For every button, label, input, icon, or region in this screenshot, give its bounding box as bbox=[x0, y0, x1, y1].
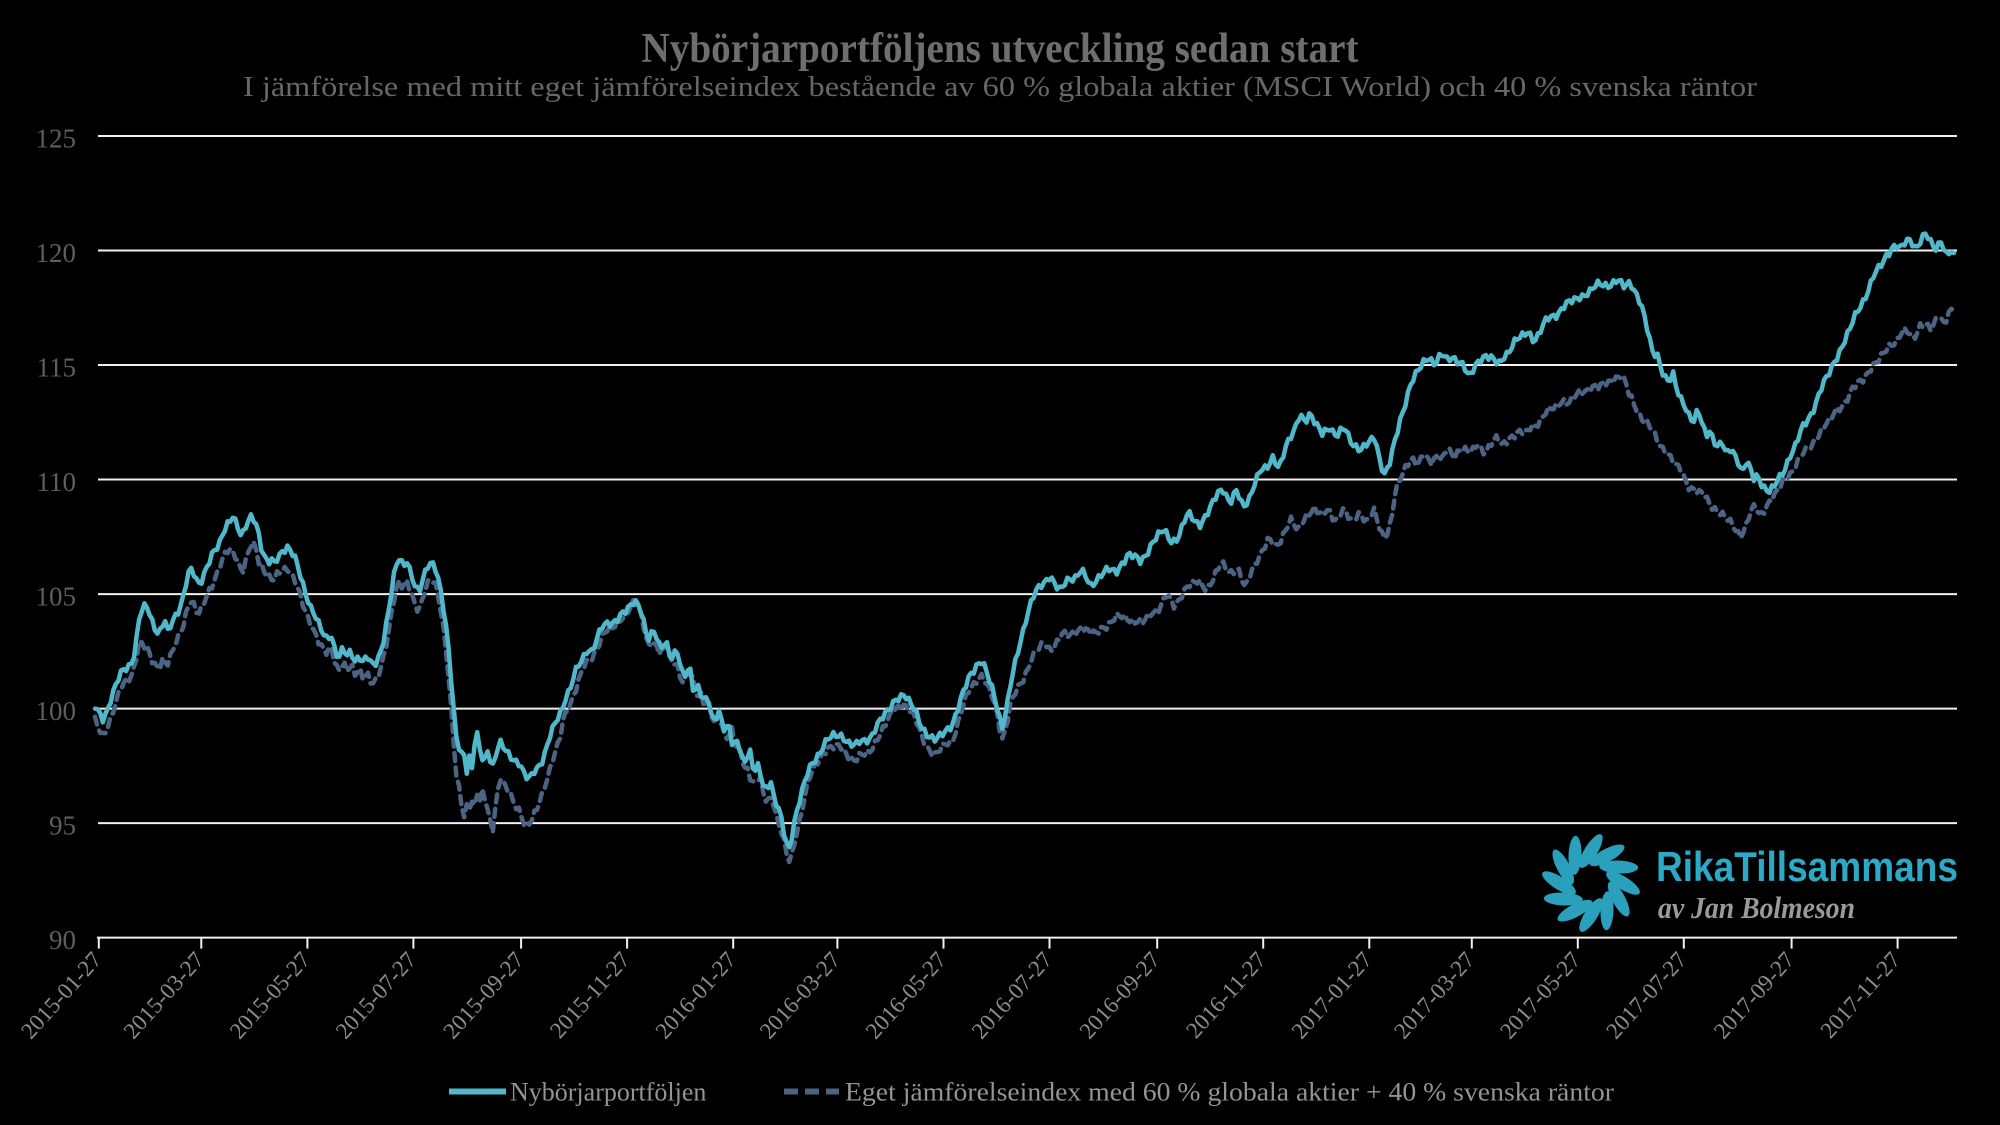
svg-text:100: 100 bbox=[36, 696, 77, 726]
svg-text:av Jan Bolmeson: av Jan Bolmeson bbox=[1658, 890, 1855, 925]
svg-text:I jämförelse med mitt eget jäm: I jämförelse med mitt eget jämförelseind… bbox=[243, 71, 1757, 103]
svg-text:RikaTillsammans: RikaTillsammans bbox=[1656, 843, 1958, 890]
svg-text:110: 110 bbox=[37, 467, 77, 497]
svg-text:Nybörjarportföljen: Nybörjarportföljen bbox=[510, 1078, 706, 1107]
svg-text:Nybörjarportföljens utveckling: Nybörjarportföljens utveckling sedan sta… bbox=[642, 26, 1359, 72]
svg-text:95: 95 bbox=[49, 811, 76, 841]
svg-text:105: 105 bbox=[36, 582, 77, 612]
svg-text:90: 90 bbox=[49, 925, 76, 955]
svg-text:125: 125 bbox=[36, 124, 77, 154]
svg-text:115: 115 bbox=[37, 353, 77, 383]
svg-text:Eget jämförelseindex med 60 %: Eget jämförelseindex med 60 % globala ak… bbox=[845, 1078, 1614, 1107]
svg-text:120: 120 bbox=[36, 238, 77, 268]
